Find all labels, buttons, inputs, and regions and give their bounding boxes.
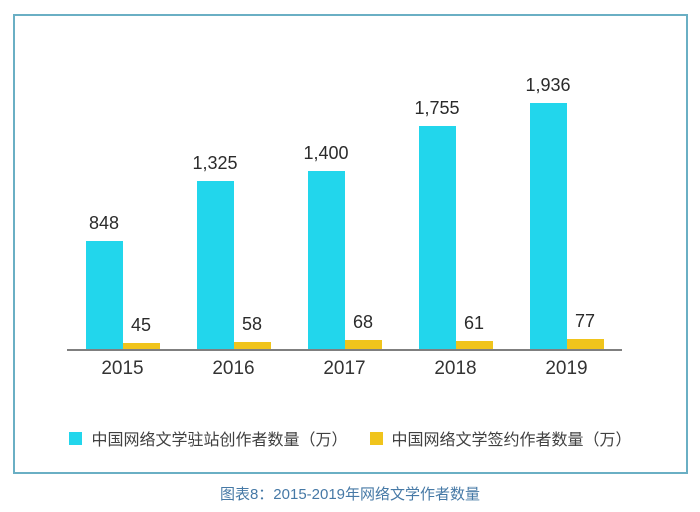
contracted-authors-value-label-2016: 58 — [241, 314, 263, 334]
x-axis-line — [67, 349, 622, 351]
contracted-authors-column-2018: 61 — [455, 313, 493, 349]
resident-creators-column-2019: 1,936 — [525, 76, 571, 349]
legend-item-contracted-authors: 中国网络文学签约作者数量（万） — [369, 426, 632, 450]
contracted-authors-bar-2016 — [233, 342, 271, 349]
resident-creators-bar-2017 — [307, 171, 345, 349]
contracted-authors-value-label-2017: 68 — [352, 312, 374, 332]
resident-creators-value-label-2015: 848 — [88, 213, 120, 233]
resident-creators-column-2016: 1,325 — [192, 154, 238, 349]
bar-group-2015: 848 45 — [67, 69, 178, 349]
x-axis-label-2018: 2018 — [434, 358, 477, 379]
x-axis-labels: 2015 2016 2017 2018 2019 — [67, 358, 622, 380]
contracted-authors-bar-2017 — [344, 340, 382, 349]
chart-caption: 图表8：2015-2019年网络文学作者数量 — [219, 486, 481, 503]
legend-label-resident-creators: 中国网络文学驻站创作者数量（万） — [91, 432, 348, 449]
legend-swatch-icon-resident-creators — [69, 431, 83, 445]
resident-creators-bar-2019 — [529, 103, 567, 349]
legend-label-contracted-authors: 中国网络文学签约作者数量（万） — [391, 432, 632, 449]
contracted-authors-bar-2015 — [122, 343, 160, 349]
resident-creators-column-2015: 848 — [85, 213, 123, 349]
resident-creators-column-2017: 1,400 — [303, 144, 349, 349]
resident-creators-column-2018: 1,755 — [414, 99, 460, 349]
chart-card: 848 45 1,325 58 1,400 68 1,755 61 1,936 77 2015 20… — [13, 14, 688, 474]
resident-creators-value-label-2019: 1,936 — [525, 75, 571, 95]
contracted-authors-value-label-2015: 45 — [130, 315, 152, 335]
bar-group-2017: 1,400 68 — [289, 69, 400, 349]
legend-swatch-icon-contracted-authors — [369, 431, 383, 445]
contracted-authors-column-2016: 58 — [233, 314, 271, 349]
resident-creators-bar-2015 — [85, 241, 123, 349]
resident-creators-bar-2016 — [196, 181, 234, 349]
legend-item-resident-creators: 中国网络文学驻站创作者数量（万） — [69, 426, 348, 450]
contracted-authors-value-label-2018: 61 — [463, 313, 485, 333]
resident-creators-value-label-2018: 1,755 — [414, 98, 460, 118]
bar-group-2019: 1,936 77 — [511, 69, 622, 349]
x-axis-label-2019: 2019 — [545, 358, 588, 379]
x-axis-label-2017: 2017 — [323, 358, 366, 379]
contracted-authors-value-label-2019: 77 — [574, 311, 596, 331]
chart-legend: 中国网络文学驻站创作者数量（万） 中国网络文学签约作者数量（万） — [15, 426, 686, 450]
resident-creators-value-label-2017: 1,400 — [303, 143, 349, 163]
contracted-authors-bar-2019 — [566, 339, 604, 349]
contracted-authors-column-2017: 68 — [344, 312, 382, 349]
resident-creators-bar-2018 — [418, 126, 456, 349]
resident-creators-value-label-2016: 1,325 — [192, 153, 238, 173]
contracted-authors-column-2015: 45 — [122, 315, 160, 349]
x-axis-label-2015: 2015 — [101, 358, 144, 379]
contracted-authors-bar-2018 — [455, 341, 493, 349]
bar-chart-plot-area: 848 45 1,325 58 1,400 68 1,755 61 1,936 77 — [67, 69, 622, 349]
contracted-authors-column-2019: 77 — [566, 311, 604, 349]
bar-group-2018: 1,755 61 — [400, 69, 511, 349]
x-axis-label-2016: 2016 — [212, 358, 255, 379]
bar-group-2016: 1,325 58 — [178, 69, 289, 349]
